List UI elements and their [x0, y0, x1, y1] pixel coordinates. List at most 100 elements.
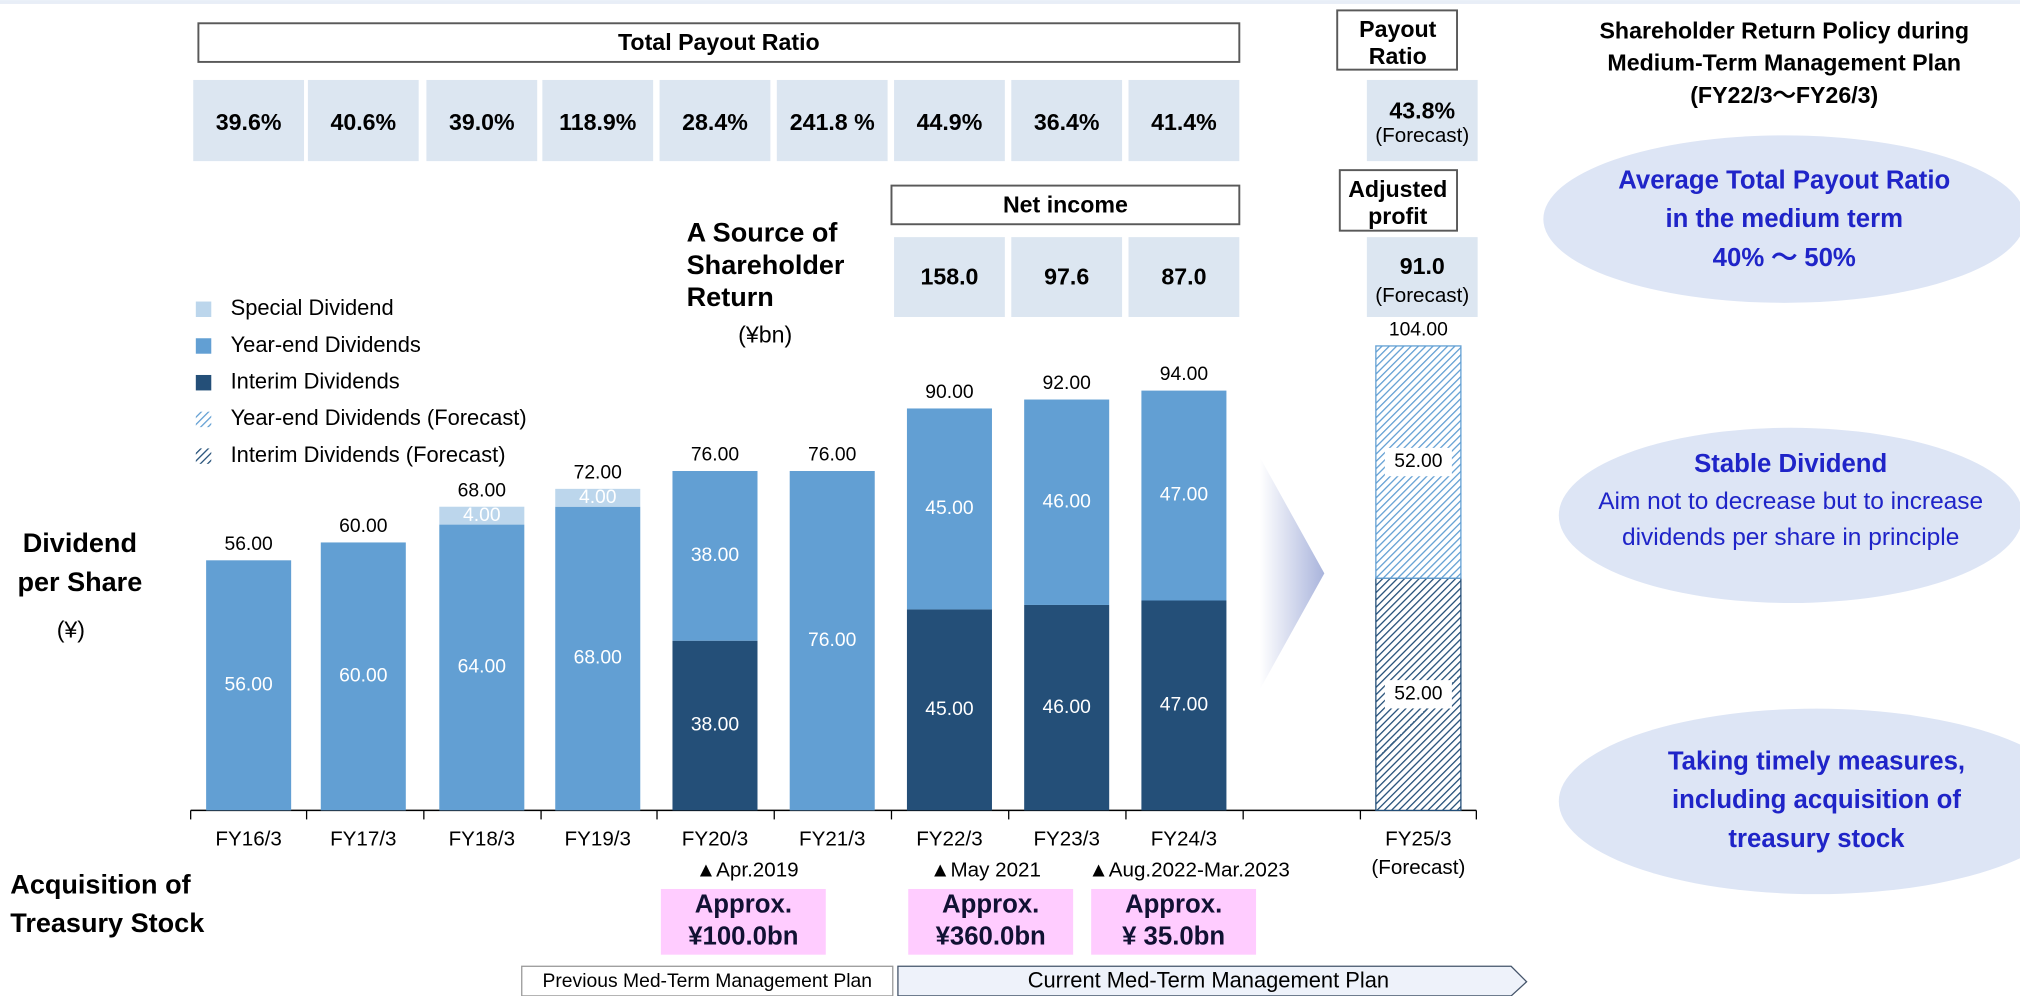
legend-swatch	[195, 411, 212, 428]
policy-text: dividends per share in principle	[1622, 524, 1959, 551]
net-income-cell	[1011, 237, 1123, 317]
total-label: 56.00	[224, 534, 272, 555]
segment-label: 64.00	[458, 657, 506, 678]
bar-segment	[1141, 390, 1227, 601]
payout-forecast-value: 43.8%	[1389, 97, 1455, 123]
segment-label: 46.00	[1043, 697, 1091, 718]
payout-value: 39.0%	[449, 109, 515, 135]
bar-segment	[1141, 600, 1227, 811]
policy-title: Shareholder Return Policy during	[1599, 17, 1969, 43]
total-label: 60.00	[339, 516, 387, 537]
payout-forecast-box	[1336, 9, 1458, 71]
treasury-title: Treasury Stock	[10, 908, 205, 938]
total-label: 90.00	[925, 382, 973, 403]
bar-segment	[206, 560, 292, 811]
total-label: 76.00	[691, 445, 739, 466]
treasury-date: ▲May 2021	[930, 858, 1041, 881]
payout-title-box	[197, 22, 1241, 63]
source-title: Return	[687, 282, 774, 312]
treasury-date: ▲Aug.2022-Mar.2023	[1088, 858, 1289, 881]
payout-cell	[193, 79, 305, 162]
bar-segment	[672, 640, 758, 811]
x-tick-label: FY25/3	[1385, 827, 1451, 850]
bar-segment	[906, 609, 992, 811]
bar-segment	[789, 470, 875, 811]
segment-label: 68.00	[574, 648, 622, 669]
total-label: 76.00	[808, 445, 856, 466]
treasury-box	[1091, 888, 1257, 955]
x-tick-label: FY18/3	[449, 827, 515, 850]
adjusted-box	[1338, 169, 1458, 232]
x-tick-label: FY20/3	[682, 827, 748, 850]
label-bg	[1384, 447, 1452, 477]
segment-label: 60.00	[339, 666, 387, 687]
treasury-box	[908, 888, 1074, 955]
treasury-title: Acquisition of	[10, 870, 191, 900]
payout-cell	[894, 79, 1005, 162]
policy-heading: 40% ～ 50%	[1713, 244, 1856, 272]
plan-previous-label: Previous Med-Term Management Plan	[542, 971, 872, 992]
net-income-value: 158.0	[920, 263, 978, 289]
payout-forecast-note: (Forecast)	[1375, 124, 1469, 147]
bar-segment	[320, 542, 406, 811]
payout-value: 36.4%	[1034, 109, 1100, 135]
treasury-amount: ¥ 35.0bn	[1122, 923, 1225, 951]
label-bg	[1384, 680, 1452, 709]
plan-current-label: Current Med-Term Management Plan	[1028, 968, 1389, 993]
x-tick-label: FY21/3	[799, 827, 865, 850]
adjusted-title: Adjusted	[1348, 176, 1447, 202]
payout-cell	[776, 79, 888, 162]
legend-label: Interim Dividends (Forecast)	[231, 442, 506, 467]
policy-ellipse	[1558, 427, 2020, 603]
legend-label: Year-end Dividends	[231, 332, 421, 357]
segment-label: 47.00	[1160, 695, 1208, 716]
segment-label: 52.00	[1394, 451, 1442, 472]
plan-current	[897, 965, 1528, 996]
x-tick-label: FY19/3	[565, 827, 631, 850]
treasury-amount: Approx.	[695, 891, 792, 919]
policy-heading: Average Total Payout Ratio	[1618, 167, 1950, 195]
net-income-value: 87.0	[1161, 263, 1206, 289]
policy-heading: including acquisition of	[1672, 786, 1961, 814]
legend-label: Interim Dividends	[231, 368, 400, 393]
policy-heading: Taking timely measures,	[1668, 748, 1965, 776]
payout-cell	[1128, 79, 1240, 162]
x-tick-note: (Forecast)	[1371, 856, 1465, 879]
treasury-amount: ¥360.0bn	[936, 923, 1046, 951]
legend-label: Year-end Dividends (Forecast)	[231, 405, 527, 430]
payout-cell	[307, 79, 419, 162]
bar-segment	[1024, 399, 1110, 605]
payout-value: 39.6%	[216, 109, 282, 135]
segment-label: 38.00	[691, 715, 739, 736]
policy-heading: in the medium term	[1665, 205, 1903, 233]
x-tick-label: FY16/3	[215, 827, 281, 850]
policy-heading: treasury stock	[1728, 825, 1905, 853]
treasury-amount: Approx.	[1125, 891, 1222, 919]
policy-ellipse	[1543, 135, 2020, 303]
legend-swatch	[195, 374, 212, 391]
segment-label: 4.00	[463, 505, 501, 526]
source-title: A Source of	[687, 218, 839, 248]
segment-label: 4.00	[579, 487, 617, 508]
total-label: 92.00	[1043, 373, 1091, 394]
y-axis-label: Dividend	[23, 528, 137, 558]
treasury-box	[660, 888, 826, 955]
net-income-cell	[894, 237, 1005, 317]
policy-heading: Stable Dividend	[1694, 450, 1887, 478]
legend-swatch	[195, 301, 212, 317]
payout-value: 28.4%	[682, 109, 748, 135]
payout-cell	[1366, 79, 1478, 162]
payout-value: 41.4%	[1151, 109, 1217, 135]
payout-value: 118.9%	[559, 109, 636, 135]
segment-label: 56.00	[224, 674, 272, 695]
policy-title: Medium-Term Management Plan	[1607, 50, 1961, 76]
policy-title: (FY22/3～FY26/3)	[1690, 82, 1878, 108]
legend-swatch	[195, 448, 212, 464]
net-income-title: Net income	[1003, 191, 1128, 217]
bar-segment	[1024, 604, 1110, 811]
adjusted-note: (Forecast)	[1375, 284, 1469, 307]
source-unit: (¥bn)	[738, 321, 792, 347]
payout-value: 44.9%	[917, 109, 983, 135]
bar-segment	[439, 524, 525, 811]
net-income-value: 97.6	[1044, 263, 1089, 289]
